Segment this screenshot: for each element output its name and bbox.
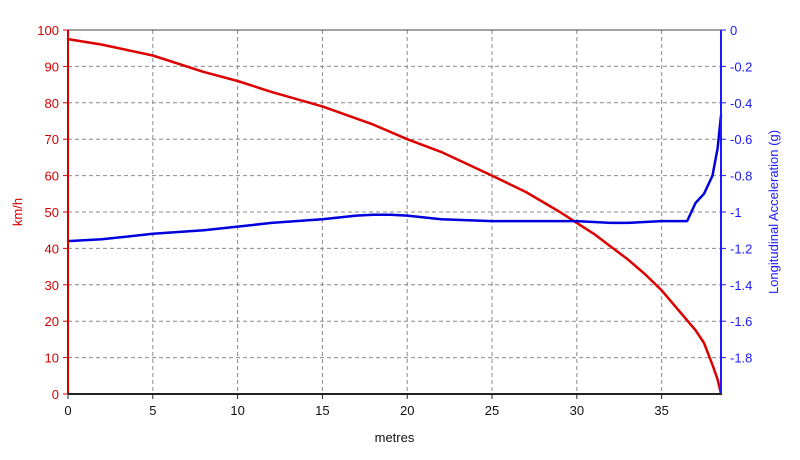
left-tick-label: 10 (45, 351, 59, 366)
left-tick-label: 100 (37, 23, 59, 38)
left-tick-label: 0 (52, 387, 59, 402)
left-tick-label: 70 (45, 132, 59, 147)
left-tick-label: 80 (45, 96, 59, 111)
bottom-tick-label: 20 (400, 403, 414, 418)
right-tick-label: -0.6 (730, 132, 752, 147)
acceleration-line (66, 114, 723, 243)
bottom-tick-label: 25 (485, 403, 499, 418)
grid-lines (68, 29, 721, 394)
left-tick-label: 50 (45, 205, 59, 220)
bottom-tick-label: 30 (570, 403, 584, 418)
left-tick-label: 40 (45, 241, 59, 256)
right-tick-label: -1 (730, 205, 742, 220)
left-tick-label: 90 (45, 59, 59, 74)
right-tick-label: -0.2 (730, 59, 752, 74)
right-tick-label: -0.4 (730, 96, 752, 111)
right-axis-label: Longitudinal Acceleration (g) (766, 130, 781, 294)
bottom-tick-label: 10 (230, 403, 244, 418)
series-layer (66, 37, 723, 396)
left-tick-label: 60 (45, 169, 59, 184)
right-tick-label: -1.6 (730, 314, 752, 329)
bottom-tick-label: 5 (149, 403, 156, 418)
left-tick-label: 30 (45, 278, 59, 293)
bottom-tick-label: 0 (64, 403, 71, 418)
bottom-tick-label: 35 (654, 403, 668, 418)
right-tick-label: -0.8 (730, 169, 752, 184)
speed-line (66, 37, 723, 396)
left-axis-label: km/h (10, 198, 25, 226)
right-tick-label: -1.2 (730, 241, 752, 256)
right-tick-label: 0 (730, 23, 737, 38)
right-tick-label: -1.8 (730, 351, 752, 366)
bottom-tick-label: 15 (315, 403, 329, 418)
x-axis-label: metres (375, 430, 415, 445)
right-tick-label: -1.4 (730, 278, 752, 293)
left-tick-label: 20 (45, 314, 59, 329)
